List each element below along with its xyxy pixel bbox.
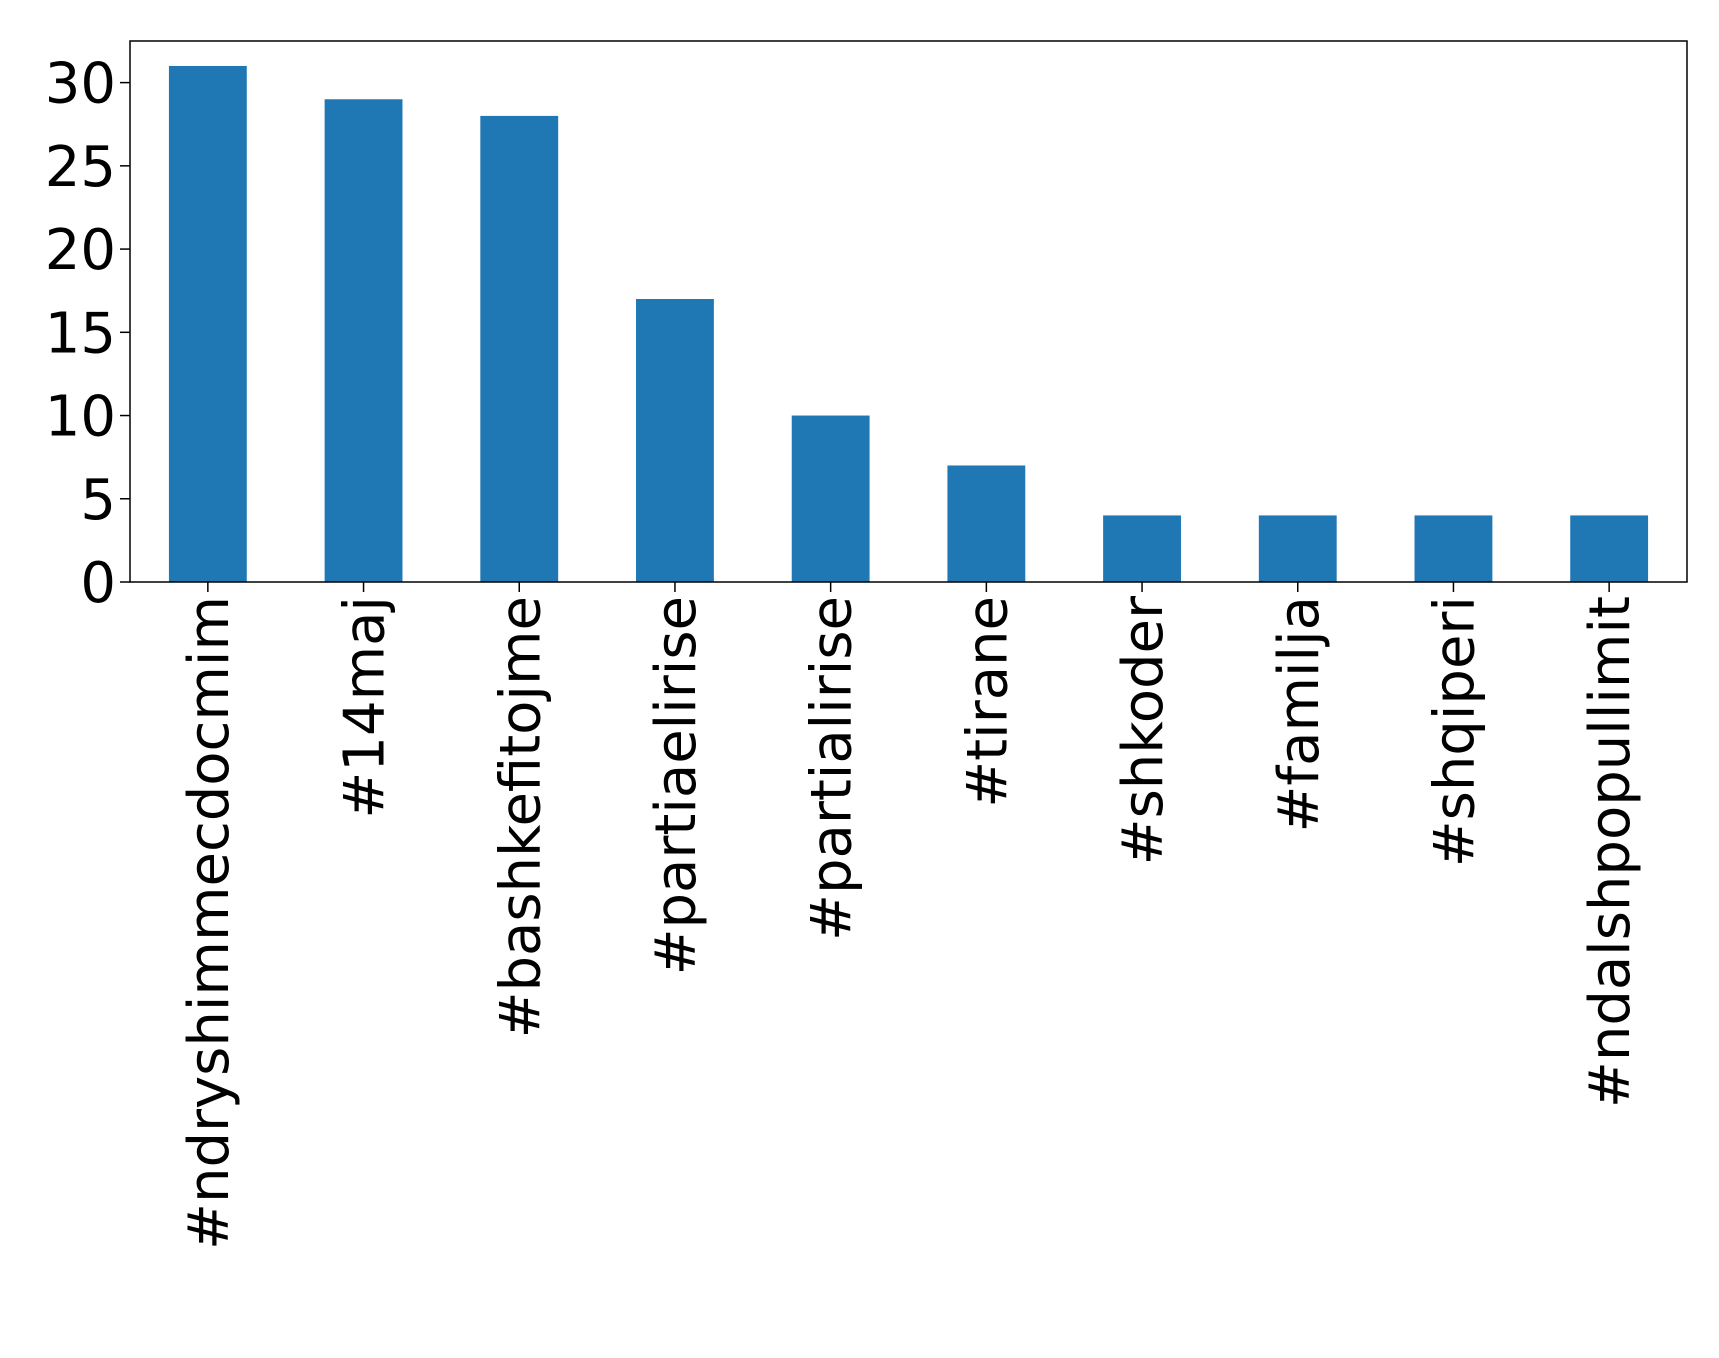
bar [947,465,1026,582]
y-tick-label: 5 [80,468,116,533]
bar [1103,515,1181,582]
bar [1570,515,1649,582]
y-tick-label: 10 [45,385,116,450]
x-tick-label: #14maj [333,596,398,819]
x-tick-label: #partialirise [800,596,865,941]
bar [324,99,403,582]
x-tick-label: #partiaelirise [644,596,709,975]
plot-frame [129,40,1688,583]
bar [791,415,870,582]
x-tick-label: #familja [1267,596,1332,833]
x-tick-label: #ndalshpopullimit [1578,596,1643,1108]
x-tick-label: #ndryshimmecdocmim [177,596,242,1250]
y-tick-label: 15 [45,301,116,366]
y-tick-label: 30 [45,52,116,117]
bar [1258,515,1337,582]
bar [636,299,714,582]
bar [480,115,559,583]
x-tick-label: #shkoder [1111,595,1176,865]
x-tick-label: #tirane [955,596,1020,808]
y-tick-label: 25 [45,135,116,200]
x-tick-label: #bashkefitojme [488,596,553,1038]
bar [1414,515,1493,582]
y-tick-label: 0 [80,551,116,616]
bar [168,65,247,582]
y-tick-label: 20 [45,218,116,283]
x-tick-label: #shqiperi [1422,596,1487,867]
